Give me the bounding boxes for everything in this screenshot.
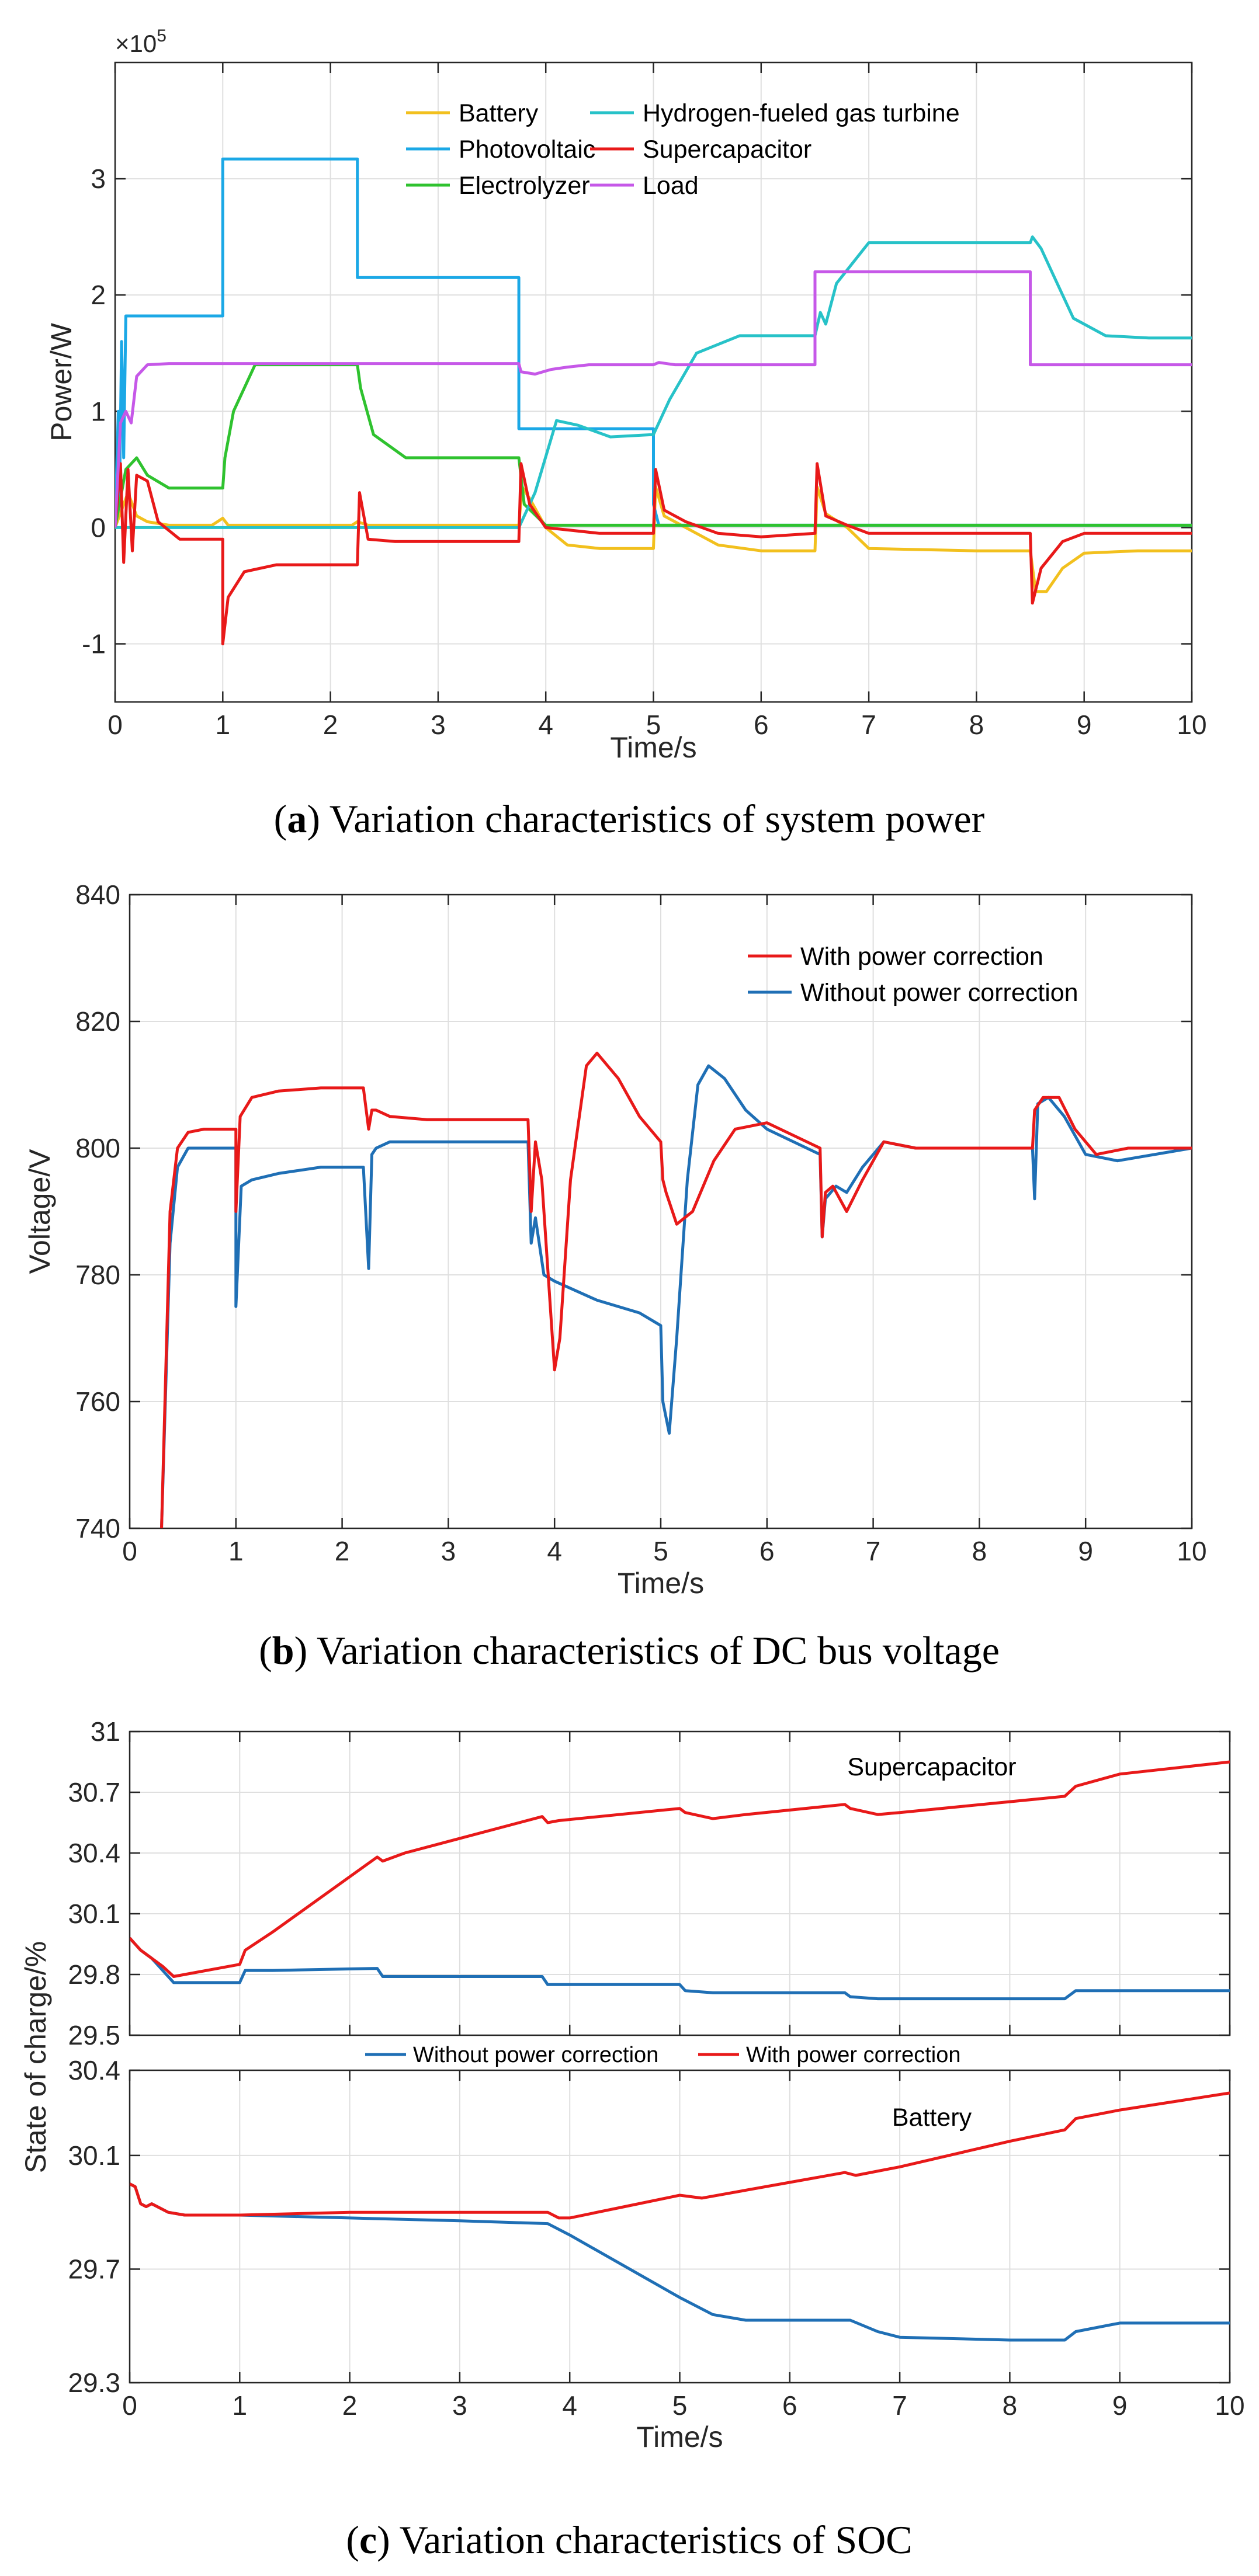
b-ytick-label-780: 780 <box>75 1260 120 1290</box>
caption-b: (b) Variation characteristics of DC bus … <box>259 1628 1000 1673</box>
a-legend-label-electrolyzer: Electrolyzer <box>459 172 590 200</box>
b-ytick-label-840: 840 <box>75 879 120 910</box>
c-bottom-subplot-label: Battery <box>892 2104 972 2132</box>
caption-a: (a) Variation characteristics of system … <box>274 797 985 841</box>
caption-c: (c) Variation characteristics of SOC <box>346 2518 912 2562</box>
c-legend-label-with-power-correction: With power correction <box>746 2043 960 2067</box>
c-top-ytick-label-29-5: 29.5 <box>68 2020 120 2050</box>
c-bottom-xtick-label-0: 0 <box>122 2390 137 2421</box>
c-bottom-ytick-label-30-4: 30.4 <box>68 2055 120 2085</box>
c-top-ytick-label-31: 31 <box>91 1716 120 1747</box>
b-xtick-label-3: 3 <box>441 1536 456 1566</box>
a-x-axis-label: Time/s <box>610 731 696 764</box>
a-xtick-label-1: 1 <box>216 710 231 740</box>
c-top-series-with-power-correction <box>130 1760 1230 1978</box>
panel-c-soc-chart: 29.5 29.8 30.1 30.4 30.7 31 Supercapacitor 0 1 2 3… <box>19 1716 1245 2453</box>
c-bottom-xtick-label-7: 7 <box>892 2390 907 2421</box>
b-ytick-label-800: 800 <box>75 1133 120 1163</box>
a-ytick-label-0: 0 <box>91 512 106 543</box>
a-legend-label-hydrogen-fueled-gas-turbine: Hydrogen-fueled gas turbine <box>643 99 960 127</box>
a-legend-label-battery: Battery <box>459 99 539 127</box>
c-top-ytick-label-29-8: 29.8 <box>68 1959 120 1990</box>
a-xtick-label-8: 8 <box>969 710 984 740</box>
a-ytick-label-1: -1 <box>82 628 106 659</box>
c-bottom-xtick-label-8: 8 <box>1003 2390 1018 2421</box>
c-bottom-ytick-label-29-7: 29.7 <box>68 2254 120 2284</box>
c-bottom-series-with-power-correction <box>130 2091 1230 2220</box>
b-xtick-label-9: 9 <box>1078 1536 1093 1566</box>
b-x-axis-label: Time/s <box>618 1567 704 1600</box>
a-ytick-label-3: 3 <box>91 164 106 194</box>
a-ytick-label-1: 1 <box>91 396 106 426</box>
c-bottom-xtick-label-10: 10 <box>1215 2390 1244 2421</box>
a-series-battery <box>115 485 1192 593</box>
c-bottom-ytick-label-29-3: 29.3 <box>68 2368 120 2398</box>
a-xtick-label-10: 10 <box>1177 710 1206 740</box>
a-legend-label-supercapacitor: Supercapacitor <box>643 135 811 164</box>
a-y-axis-label: Power/W <box>45 322 78 441</box>
c-top-ytick-label-30-7: 30.7 <box>68 1777 120 1807</box>
c-y-axis-label: State of charge/% <box>19 1941 52 2173</box>
b-legend-label-with-power-correction: With power correction <box>800 943 1043 971</box>
b-series-with-power-correction <box>160 1051 1192 1528</box>
a-legend-label-load: Load <box>643 172 699 200</box>
c-top-ytick-label-30-1: 30.1 <box>68 1899 120 1929</box>
b-xtick-label-0: 0 <box>122 1536 137 1566</box>
a-xtick-label-4: 4 <box>538 710 553 740</box>
b-ytick-label-820: 820 <box>75 1006 120 1037</box>
a-xtick-label-3: 3 <box>431 710 446 740</box>
c-bottom-ytick-label-30-1: 30.1 <box>68 2140 120 2171</box>
panel-b-voltage-chart: 0 1 2 3 4 5 6 7 8 9 10 740 760 780 800 820 840 Time/s Volt… <box>23 879 1207 1600</box>
a-series-load <box>115 270 1192 528</box>
b-y-axis-label: Voltage/V <box>23 1149 56 1274</box>
a-xtick-label-6: 6 <box>754 710 769 740</box>
c-bottom-xtick-label-2: 2 <box>342 2390 358 2421</box>
b-xtick-label-6: 6 <box>759 1536 775 1566</box>
c-bottom-xtick-label-5: 5 <box>672 2390 688 2421</box>
a-legend-label-photovoltaic: Photovoltaic <box>459 135 595 164</box>
b-xtick-label-7: 7 <box>866 1536 881 1566</box>
c-top-subplot-label: Supercapacitor <box>847 1753 1016 1781</box>
a-ytick-label-2: 2 <box>91 280 106 310</box>
a-xtick-label-9: 9 <box>1077 710 1092 740</box>
a-xtick-label-2: 2 <box>323 710 338 740</box>
b-xtick-label-5: 5 <box>653 1536 668 1566</box>
b-xtick-label-1: 1 <box>228 1536 244 1566</box>
b-ytick-label-760: 760 <box>75 1386 120 1417</box>
c-bottom-xtick-label-3: 3 <box>452 2390 467 2421</box>
b-ytick-label-740: 740 <box>75 1513 120 1543</box>
panel-a-power-chart: 0 1 2 3 4 5 6 7 8 9 10 -1 0 1 2 3 ×105 Time/s Power/W Batte… <box>45 26 1207 764</box>
b-legend-label-without-power-correction: Without power correction <box>800 979 1078 1007</box>
b-xtick-label-10: 10 <box>1177 1536 1206 1566</box>
c-bottom-xtick-label-6: 6 <box>782 2390 797 2421</box>
a-xtick-label-7: 7 <box>861 710 876 740</box>
c-top-ytick-label-30-4: 30.4 <box>68 1838 120 1868</box>
b-xtick-label-4: 4 <box>547 1536 562 1566</box>
c-bottom-xtick-label-9: 9 <box>1112 2390 1128 2421</box>
a-xtick-label-5: 5 <box>646 710 661 740</box>
c-bottom-xtick-label-1: 1 <box>233 2390 248 2421</box>
a-exponent-label: ×105 <box>115 26 167 57</box>
c-legend-label-without-power-correction: Without power correction <box>413 2043 658 2067</box>
c-bottom-xtick-label-4: 4 <box>562 2390 577 2421</box>
b-xtick-label-2: 2 <box>335 1536 350 1566</box>
c-x-axis-label: Time/s <box>636 2421 723 2453</box>
a-xtick-label-0: 0 <box>107 710 123 740</box>
b-xtick-label-8: 8 <box>972 1536 987 1566</box>
a-series-hydrogen-fueled-gas-turbine <box>115 235 1192 529</box>
a-series-supercapacitor <box>115 462 1192 645</box>
